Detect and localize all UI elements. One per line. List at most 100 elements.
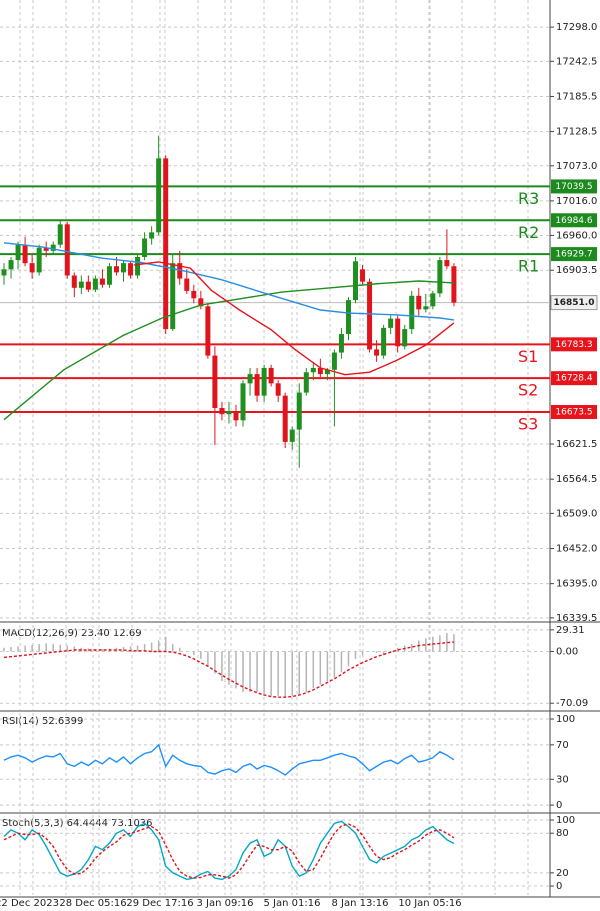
candle-body	[85, 281, 91, 290]
level-name: R1	[518, 257, 539, 276]
candle-body	[296, 392, 302, 430]
macd-bar	[143, 644, 146, 652]
candle-body	[36, 247, 42, 273]
macd-bar	[179, 647, 181, 652]
macd-bar	[382, 651, 385, 656]
candle-body	[360, 269, 366, 282]
last-price-box	[550, 295, 598, 311]
level-label-box	[551, 213, 597, 228]
macd-bar	[31, 644, 33, 652]
level-label: 16673.5	[555, 407, 592, 417]
macd-bar	[38, 644, 40, 652]
last-price-label: 16851.0	[554, 298, 595, 308]
y-tick-label: 29.31	[556, 625, 585, 636]
macd-bar	[340, 651, 343, 673]
indicator-line	[3, 820, 455, 881]
level-name: S2	[518, 381, 538, 400]
y-tick-label: 16960.0	[556, 230, 597, 241]
candle-body	[381, 327, 387, 356]
macd-bar	[3, 647, 5, 652]
y-tick-label: 30	[556, 774, 569, 785]
x-tick-label: 22 Dec 2023	[0, 898, 59, 909]
candle-body	[437, 260, 443, 294]
y-tick-label: 70	[556, 740, 569, 751]
y-tick-label: 16509.0	[556, 508, 597, 519]
candle-body	[247, 374, 253, 384]
level-label: 16984.6	[555, 216, 592, 226]
y-tick-label: 100	[556, 714, 575, 725]
macd-bar	[256, 651, 258, 693]
y-tick-label: 16452.0	[556, 544, 597, 555]
panel-title: Stoch(5,3,3) 64.4444 73.1036	[2, 818, 153, 829]
panel-title: RSI(14) 52.6399	[2, 716, 83, 727]
macd-bar	[277, 651, 279, 696]
macd-bar	[235, 651, 237, 689]
macd-bar	[453, 634, 455, 652]
candle-body	[275, 383, 281, 396]
candle-body	[99, 278, 105, 285]
candle-body	[29, 263, 35, 273]
candle-body	[78, 281, 84, 288]
y-tick-label: 0	[556, 881, 562, 892]
candle-body	[430, 293, 436, 307]
level-name: S3	[518, 414, 538, 433]
y-tick-label: 16564.5	[556, 474, 597, 485]
macd-bar	[207, 651, 209, 667]
x-tick-label: 5 Jan 01:16	[264, 898, 321, 909]
macd-bar	[200, 651, 202, 659]
y-tick-label: 17185.5	[556, 91, 597, 102]
y-tick-label: -70.09	[556, 698, 588, 709]
candle-body	[191, 290, 197, 299]
candle-body	[1, 269, 7, 276]
y-tick-label: 17016.0	[556, 196, 597, 207]
macd-bar	[446, 633, 448, 652]
moving-average	[3, 242, 454, 321]
candle-body	[451, 266, 457, 303]
candle-body	[8, 260, 14, 270]
level-label-box	[551, 337, 597, 352]
y-tick-label: 17298.0	[556, 22, 597, 33]
y-tick-label: 16903.5	[556, 265, 597, 276]
x-tick-label: 3 Jan 09:16	[197, 898, 254, 909]
level-name: S1	[518, 347, 538, 366]
macd-bar	[347, 651, 350, 667]
candle-body	[22, 244, 28, 264]
x-tick-label: 28 Dec 05:16	[59, 898, 126, 909]
level-label: 17039.5	[555, 182, 592, 192]
macd-bar	[263, 651, 265, 695]
x-tick-label: 29 Dec 17:16	[126, 898, 193, 909]
macd-bar	[326, 651, 329, 682]
y-tick-label: 17242.5	[556, 56, 597, 67]
macd-bar	[375, 651, 378, 653]
candle-body	[233, 411, 239, 421]
macd-bar	[221, 651, 223, 682]
candle-body	[374, 349, 380, 356]
candle-body	[57, 224, 63, 245]
macd-bar	[10, 647, 12, 652]
macd-bar	[171, 644, 174, 652]
macd-bar	[333, 651, 336, 678]
candle-body	[149, 232, 155, 239]
macd-bar	[73, 646, 76, 652]
candle-body	[423, 306, 429, 310]
candle-body	[416, 295, 422, 310]
candle-body	[402, 329, 408, 347]
candle-body	[15, 244, 21, 261]
candle-body	[310, 367, 316, 373]
candle-body	[43, 247, 49, 251]
candle-body	[142, 238, 148, 257]
candle-body	[170, 263, 176, 330]
y-tick-label: 80	[556, 828, 569, 839]
level-label: 16728.4	[555, 374, 592, 384]
candle-body	[184, 278, 190, 291]
macd-bar	[396, 647, 399, 652]
macd-bar	[87, 648, 90, 652]
candle-body	[240, 383, 246, 421]
macd-bar	[312, 651, 315, 689]
candle-body	[226, 411, 232, 415]
candle-body	[128, 263, 134, 276]
y-tick-label: 0.00	[556, 646, 578, 657]
macd-bar	[101, 649, 104, 652]
